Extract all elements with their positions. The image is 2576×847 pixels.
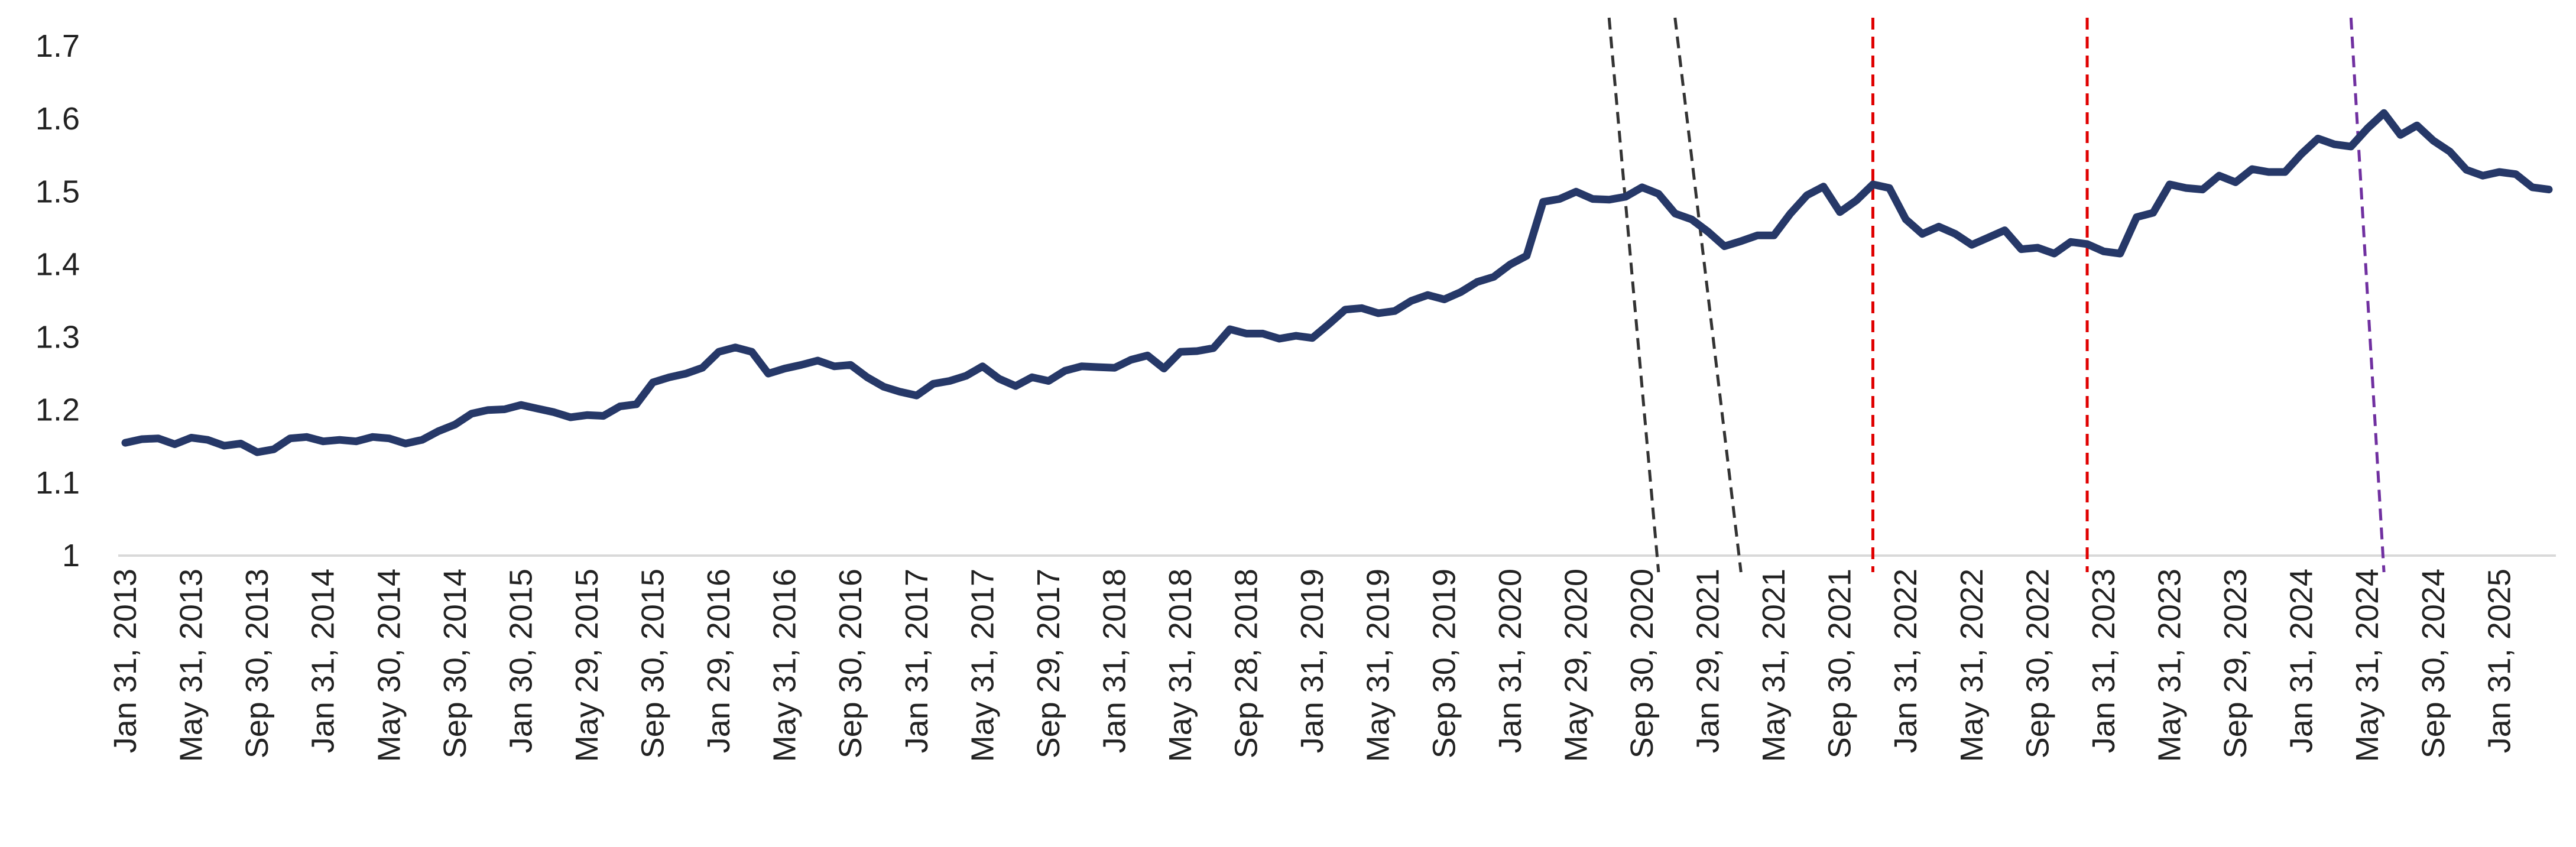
x-tick-label: May 31, 2021 (1756, 569, 1792, 762)
x-tick-label: Jan 31, 2018 (1096, 569, 1132, 753)
y-tick-label: 1 (62, 538, 80, 573)
x-tick-label: Jan 31, 2017 (899, 569, 935, 753)
x-tick-label: Jan 31, 2022 (1888, 569, 1923, 753)
x-tick-label: Jan 31, 2023 (2086, 569, 2121, 753)
x-tick-label: May 30, 2014 (371, 569, 407, 762)
x-tick-label: May 31, 2022 (1954, 569, 1990, 762)
x-tick-label: Jan 30, 2015 (503, 569, 538, 753)
y-tick-label: 1.2 (35, 392, 80, 428)
x-tick-label: Jan 31, 2024 (2284, 569, 2319, 753)
x-axis: Jan 31, 2013 May 31, 2013 Sep 30, 2013 Jan … (108, 554, 2556, 762)
x-tick-label: Sep 29, 2023 (2218, 569, 2253, 758)
x-tick-label: May 31, 2023 (2152, 569, 2188, 762)
y-tick-label: 1.6 (35, 101, 80, 137)
vertical-markers (1607, 17, 2386, 573)
y-axis: 1 1.1 1.2 1.3 1.4 1.5 1.6 1.7 (35, 28, 80, 573)
x-tick-label: Jan 31, 2020 (1493, 569, 1528, 753)
x-tick-label: Jan 31, 2014 (306, 569, 341, 753)
series-group (121, 109, 2553, 456)
vertical-marker-line (1607, 17, 1660, 573)
x-tick-label: Sep 28, 2018 (1229, 569, 1264, 758)
x-tick-label: Sep 30, 2014 (437, 569, 473, 758)
x-tick-label: Jan 31, 2013 (108, 569, 143, 753)
x-tick-label: Jan 31, 2025 (2481, 569, 2517, 753)
x-tick-label: May 31, 2024 (2350, 569, 2385, 762)
x-tick-label: Sep 30, 2021 (1822, 569, 1858, 758)
y-tick-label: 1.7 (35, 28, 80, 64)
series-line (121, 109, 2553, 456)
vertical-marker-line (1673, 17, 1743, 573)
x-tick-label: May 31, 2019 (1361, 569, 1396, 762)
x-tick-label: May 31, 2017 (965, 569, 1000, 762)
x-tick-label: Jan 29, 2016 (701, 569, 737, 753)
x-tick-label: Sep 30, 2015 (635, 569, 671, 758)
y-tick-label: 1.1 (35, 465, 80, 501)
y-tick-label: 1.4 (35, 246, 80, 282)
x-tick-label: Sep 30, 2019 (1426, 569, 1462, 758)
x-tick-label: Sep 30, 2016 (833, 569, 868, 758)
x-tick-label: May 31, 2018 (1163, 569, 1198, 762)
x-tick-label: Jan 29, 2021 (1691, 569, 1726, 753)
y-tick-label: 1.5 (35, 174, 80, 209)
x-tick-label: May 29, 2015 (569, 569, 605, 762)
x-tick-label: Sep 29, 2017 (1031, 569, 1066, 758)
vertical-marker-line (2349, 17, 2386, 573)
x-tick-label: May 31, 2013 (174, 569, 209, 762)
x-tick-label: Jan 31, 2019 (1295, 569, 1330, 753)
y-tick-label: 1.3 (35, 320, 80, 355)
x-tick-label: Sep 30, 2024 (2416, 569, 2451, 758)
x-tick-label: Sep 30, 2020 (1624, 569, 1660, 758)
x-tick-label: May 29, 2020 (1558, 569, 1594, 762)
x-tick-label: Sep 30, 2013 (239, 569, 275, 758)
x-tick-label: May 31, 2016 (767, 569, 803, 762)
x-tick-label: Sep 30, 2022 (2020, 569, 2055, 758)
